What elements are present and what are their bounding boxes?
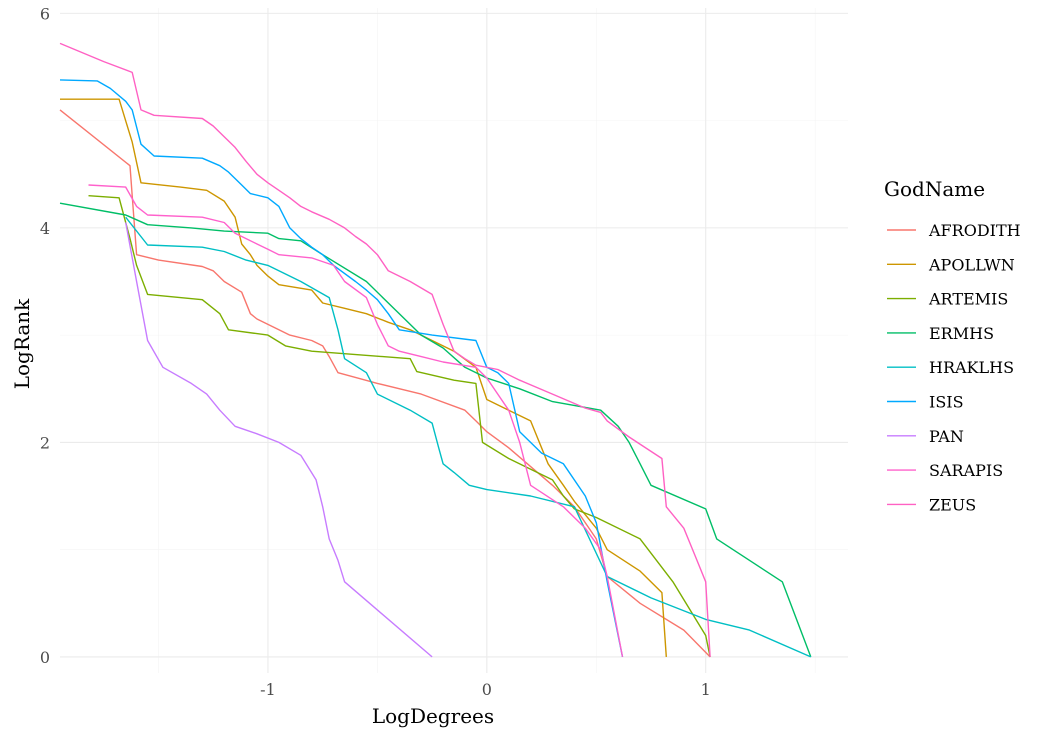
legend-item-isis: ISIS (887, 393, 964, 412)
legend-label: PAN (929, 427, 964, 446)
y-tick-label: 2 (40, 433, 50, 452)
legend-title: GodName (884, 177, 985, 201)
series-line-sarapis (88, 184, 624, 658)
legend-item-afrodith: AFRODITH (887, 221, 1021, 240)
series-line-ermhs (59, 202, 812, 658)
series-line-isis (59, 79, 624, 658)
series-line-artemis (88, 195, 711, 658)
x-axis-title: LogDegrees (372, 704, 494, 728)
legend-items: AFRODITH APOLLWN ARTEMIS ERMHS HRAKLHS ISIS PA… (887, 221, 1021, 514)
legend-item-ermhs: ERMHS (887, 324, 994, 343)
legend-label: ZEUS (929, 495, 976, 514)
y-tick-label: 6 (40, 4, 50, 23)
legend-label: SARAPIS (929, 461, 1003, 480)
legend-label: ISIS (929, 393, 964, 412)
y-axis-ticks: 0 2 4 6 (40, 4, 50, 667)
x-tick-label: 0 (482, 680, 492, 699)
legend: GodName AFRODITH APOLLWN ARTEMIS ERMHS HRAKL… (884, 177, 1021, 514)
legend-item-sarapis: SARAPIS (887, 461, 1003, 480)
series-line-zeus (59, 42, 711, 657)
legend-label: AFRODITH (928, 221, 1021, 240)
series-line-afrodith (59, 109, 711, 658)
series-line-apollwn (60, 98, 667, 657)
x-axis-ticks: -1 0 1 (260, 680, 711, 699)
series-layer (59, 42, 812, 658)
y-axis-title: LogRank (10, 298, 34, 389)
y-tick-label: 4 (40, 219, 50, 238)
series-line-pan (125, 222, 433, 658)
legend-label: APOLLWN (928, 255, 1015, 274)
x-tick-label: -1 (260, 680, 276, 699)
series-line-hraklhs (125, 216, 812, 658)
grid (60, 8, 848, 673)
legend-item-hraklhs: HRAKLHS (887, 358, 1014, 377)
x-tick-label: 1 (701, 680, 711, 699)
legend-item-zeus: ZEUS (887, 495, 976, 514)
legend-item-pan: PAN (887, 427, 964, 446)
legend-label: ARTEMIS (928, 290, 1008, 309)
legend-label: ERMHS (929, 324, 994, 343)
legend-label: HRAKLHS (929, 358, 1014, 377)
legend-item-artemis: ARTEMIS (887, 290, 1008, 309)
legend-item-apollwn: APOLLWN (887, 255, 1015, 274)
y-tick-label: 0 (40, 648, 50, 667)
